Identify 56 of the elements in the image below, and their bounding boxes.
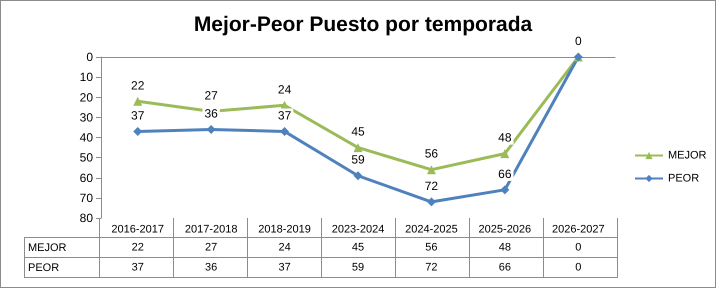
text: MEJOR: [28, 242, 66, 254]
point: [426, 197, 436, 206]
x-tick-label: 2024-2025: [405, 224, 458, 236]
data-label: 72: [425, 262, 438, 274]
annotation: 37: [278, 108, 292, 122]
data-label: 56: [425, 242, 438, 254]
y-tick-label: 70: [80, 190, 94, 205]
y-tick-label: 20: [80, 90, 94, 104]
y-tick-label: 40: [80, 130, 94, 144]
legend-label: PEOR: [668, 172, 700, 184]
annotation: 48: [498, 130, 512, 145]
x-tick-label: 2026-2027: [552, 224, 605, 236]
annotation: 72: [424, 178, 438, 193]
y-tick-label: 60: [80, 170, 94, 185]
annotation: 0: [574, 34, 582, 48]
annotation: 27: [204, 88, 218, 102]
data-label: 59: [352, 262, 364, 274]
data-label: 66: [498, 262, 511, 274]
x-tick-label: 2017-2018: [184, 224, 238, 236]
annotation: 36: [204, 106, 218, 120]
annotation: 37: [131, 108, 145, 122]
data-label: 36: [205, 262, 218, 274]
x-tick-label: 2016-2017: [111, 224, 164, 236]
data-label: 22: [132, 242, 144, 254]
y-tick-label: 80: [80, 211, 94, 225]
chart-title: Mejor-Peor Puesto por temporada: [194, 13, 533, 36]
data-label: 45: [352, 242, 364, 254]
data-label: 48: [498, 242, 511, 254]
data-label: 37: [278, 262, 291, 274]
annotation: 45: [351, 124, 365, 139]
point: [500, 185, 510, 194]
annotation: 59: [351, 152, 365, 167]
data-label: 0: [575, 262, 582, 274]
x-tick-label: 2023-2024: [332, 224, 384, 236]
legend-label: MEJOR: [668, 150, 707, 162]
y-tick-label: 0: [86, 50, 94, 64]
data-label: 0: [575, 242, 582, 254]
x-tick-label: 2025-2026: [478, 224, 532, 236]
text: PEOR: [28, 262, 60, 274]
x-tick-label: 2018-2019: [258, 224, 311, 236]
point: [500, 149, 510, 158]
data-label: 27: [205, 242, 218, 254]
annotation: 22: [131, 78, 145, 92]
point: [280, 126, 290, 136]
point: [354, 171, 362, 180]
y-tick-label: 50: [80, 150, 94, 165]
point: [426, 165, 436, 174]
annotation: 66: [498, 166, 512, 181]
data-label: 24: [278, 242, 291, 254]
point: [133, 96, 142, 106]
data-label: 37: [132, 262, 144, 274]
annotation: 56: [424, 146, 438, 161]
annotation: 24: [278, 82, 292, 96]
point: [354, 143, 362, 152]
y-tick-label: 30: [80, 110, 94, 124]
y-tick-label: 10: [80, 70, 94, 84]
